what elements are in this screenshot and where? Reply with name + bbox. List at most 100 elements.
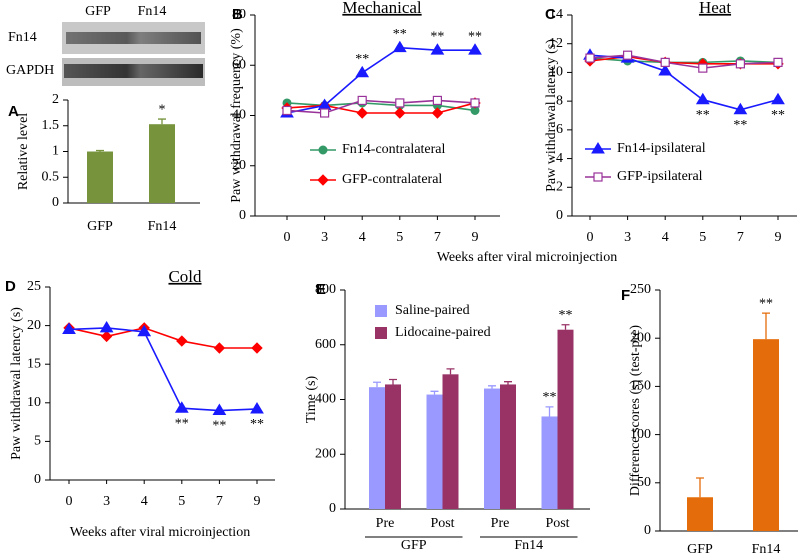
y-tick-label: 0 [34,472,41,487]
error-bar [158,118,166,125]
x-tick-label: 7 [737,230,744,245]
series-line [68,327,258,412]
bar [500,384,516,509]
y-tick-label: 40 [232,108,246,123]
western-blot: GFP Fn14 Fn14 GAPDH [6,4,205,86]
marker [585,53,595,63]
annotation: ** [430,29,444,44]
legend-label: Fn14-contralateral [342,142,446,157]
series-line [589,57,779,64]
x-tick-label: 3 [103,494,110,509]
marker [318,145,328,155]
x-tick-label: Fn14 [752,542,781,557]
marker [213,342,226,354]
x-tick-label: 9 [254,494,261,509]
error-bar [762,312,770,340]
y-tick-label: 400 [315,392,336,407]
annotation: ** [759,296,773,311]
marker [432,95,442,106]
marker [735,59,746,69]
marker [317,174,329,186]
y-tick-label: 0 [52,195,59,210]
error-bar [373,381,381,388]
y-tick-label: 2 [556,180,563,195]
bar [87,151,113,203]
bar [369,387,385,509]
y-tick-label: 80 [232,7,246,22]
x-tick-label: 3 [624,230,631,245]
marker [468,43,482,55]
series-line [286,102,476,114]
bar [426,394,443,509]
panel-label: C [545,6,556,23]
panel-label: B [232,6,243,23]
panel-label: E [316,281,326,298]
x-tick-label: 5 [699,230,706,245]
y-tick-label: 12 [549,36,563,51]
marker [137,324,152,337]
y-tick-label: 5 [34,434,41,449]
legend-label: GFP-ipsilateral [617,169,703,184]
annotation: ** [733,118,747,133]
chart-title: Heat [699,0,731,17]
annotation: ** [696,108,710,123]
blot-row-label: GAPDH [6,63,54,78]
y-tick-label: 2 [52,92,59,107]
x-tick-label: 0 [587,230,594,245]
bar [687,497,713,531]
error-bar [96,149,104,152]
x-tick-label: Post [545,516,569,531]
y-tick-label: 50 [637,475,651,490]
series-line [286,102,476,112]
marker [357,95,367,106]
marker [176,335,188,347]
marker [695,92,710,105]
y-axis-label: Paw withdrawal latency (s) [9,307,24,460]
y-tick-label: 4 [556,151,563,166]
marker [212,403,227,416]
series-line [589,54,779,69]
marker [355,65,370,78]
marker [733,102,748,115]
y-axis-label: Difference scores (s) (test-pre) [628,325,643,496]
y-tick-label: 10 [549,65,563,80]
x-tick-label: 4 [141,494,148,509]
x-tick-label: Fn14 [148,219,177,234]
marker [593,172,603,182]
y-tick-label: 0 [239,208,246,223]
marker [356,107,368,119]
annotation: ** [212,419,226,434]
x-tick-label: 0 [284,230,291,245]
legend-label: Saline-paired [395,303,470,318]
marker [658,64,673,76]
y-tick-label: 800 [315,282,336,297]
marker [174,401,189,413]
legend-label: Fn14-ipsilateral [617,141,706,156]
marker [698,63,708,73]
error-bar [430,390,439,395]
marker [62,322,76,334]
x-tick-label: Post [430,516,454,531]
legend-label: GFP-contralateral [342,172,442,187]
y-tick-label: 0.5 [42,169,60,184]
y-tick-label: 250 [630,282,651,297]
annotation: ** [175,416,189,431]
error-bar [504,381,512,385]
y-tick-label: 8 [556,93,563,108]
annotation: ** [771,108,785,123]
marker [430,43,445,55]
x-axis-label: Weeks after viral microinjection [437,250,617,265]
blot-row-label: Fn14 [8,30,37,45]
x-tick-label: 9 [472,230,479,245]
error-bar [696,477,704,498]
series-line [589,54,779,111]
bar [442,374,459,509]
chart-title: Cold [168,267,202,286]
y-tick-label: 1 [52,144,59,159]
annotation: ** [250,417,264,432]
marker [622,50,633,60]
marker [431,107,444,119]
y-axis-label: Time (s) [304,376,319,424]
bar [385,384,401,509]
